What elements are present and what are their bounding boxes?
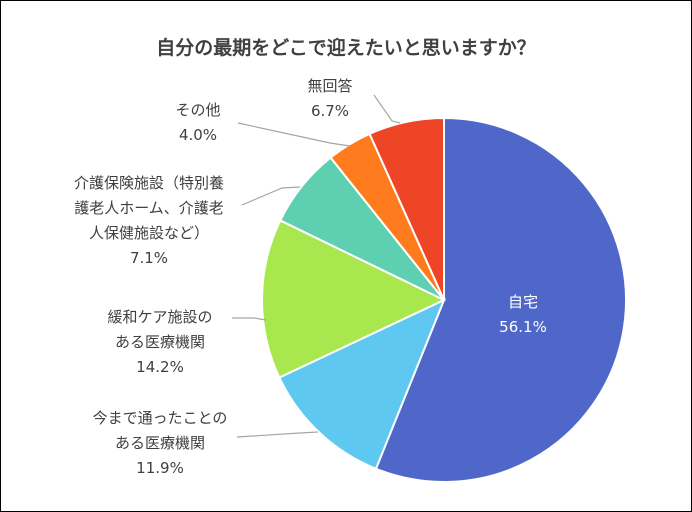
leader-line-1 — [236, 431, 319, 438]
pie-slice-2 — [261, 219, 447, 379]
slice-value-label-0: 56.1% — [499, 318, 547, 336]
slice-category-label-5: 無回答 — [307, 77, 352, 95]
slice-category-label-4: その他 — [175, 101, 220, 119]
leader-line-2 — [232, 317, 267, 321]
slice-value-label-1: 11.9% — [136, 459, 184, 477]
slice-value-label-2: 14.2% — [136, 358, 184, 376]
pie-slice-0 — [374, 116, 627, 483]
slice-category-label-2: 緩和ケア施設の — [107, 308, 212, 326]
slice-value-label-5: 6.7% — [311, 102, 349, 120]
slice-category-label-0: 自宅 — [508, 293, 538, 311]
pie-slice-5 — [368, 116, 445, 301]
leader-line-4 — [237, 122, 351, 147]
pie-slice-1 — [277, 298, 446, 471]
slice-value-label-4: 4.0% — [179, 126, 217, 144]
slice-category-label-1: 今まで通ったことの — [93, 409, 228, 427]
slice-category-label-1: ある医療機関 — [115, 434, 205, 452]
slice-value-label-3: 7.1% — [130, 249, 168, 267]
slice-category-label-3: 介護保険施設（特別養 — [74, 174, 224, 192]
leader-line-3 — [241, 186, 301, 206]
slice-category-label-3: 護老人ホーム、介護老 — [74, 199, 224, 217]
leader-line-5 — [373, 94, 401, 124]
slice-category-label-3: 人保健施設など） — [89, 224, 209, 242]
slice-category-label-2: ある医療機関 — [115, 333, 205, 351]
chart-title: 自分の最期をどこで迎えたいと思いますか？ — [156, 36, 535, 59]
